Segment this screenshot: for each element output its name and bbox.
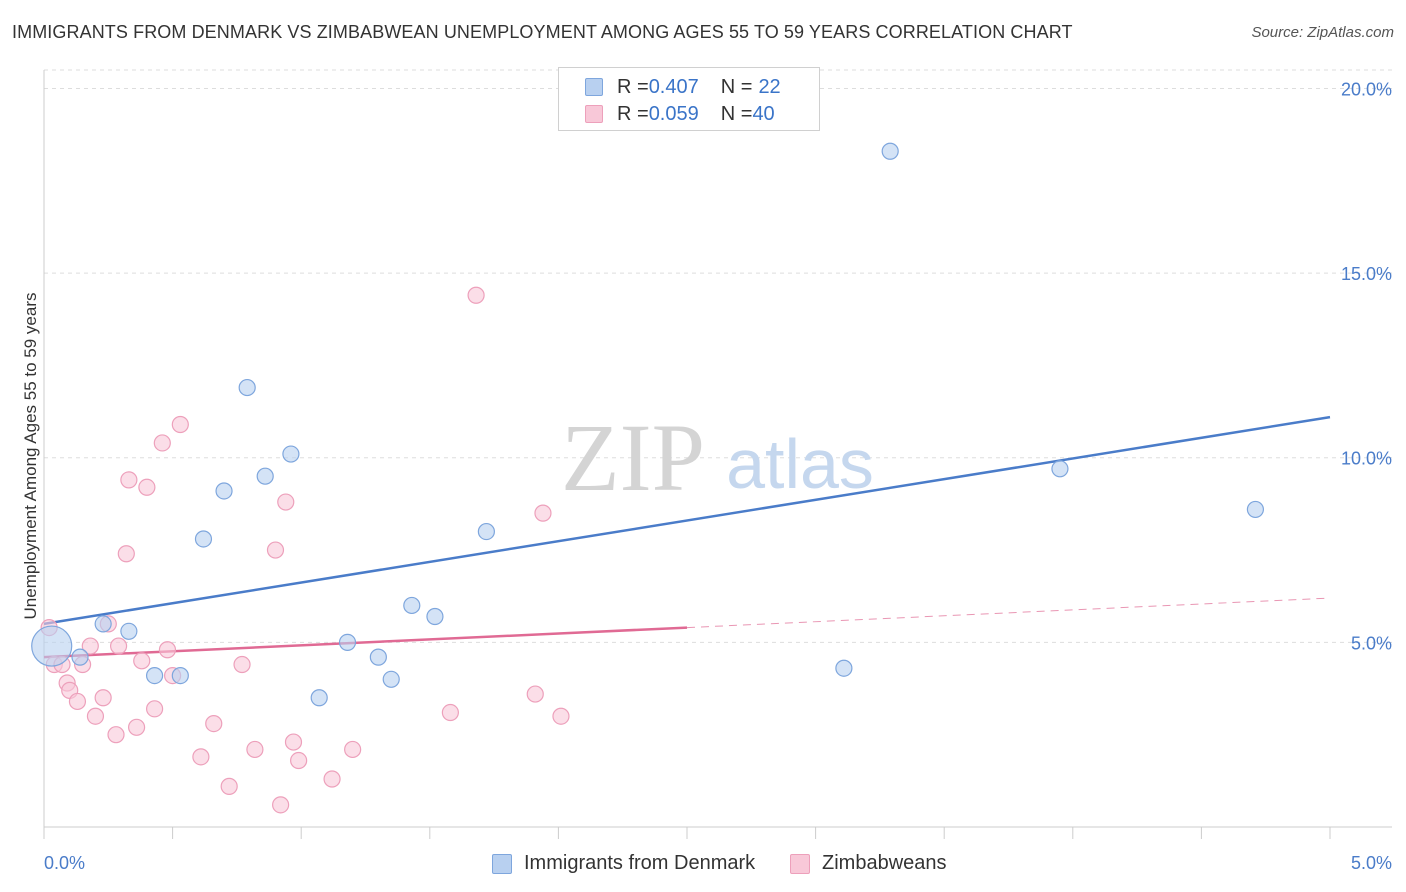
data-point-denmark [215, 482, 233, 500]
data-point-denmark [238, 378, 256, 397]
data-point-zimbabwe [220, 777, 238, 795]
data-point-zimbabwe [246, 740, 264, 759]
data-point-denmark [338, 633, 357, 651]
data-point-zimbabwe [441, 703, 459, 722]
bottom-legend-label-denmark: Immigrants from Denmark [524, 852, 756, 874]
data-point-denmark [120, 622, 138, 640]
data-point-denmark [256, 467, 274, 485]
data-point-zimbabwe [145, 700, 164, 718]
data-point-zimbabwe [107, 726, 125, 744]
data-point-denmark [403, 596, 421, 615]
data-point-zimbabwe [323, 770, 341, 788]
trend-line-0 [43, 415, 1331, 626]
data-point-zimbabwe [127, 718, 146, 736]
chart-title: IMMIGRANTS FROM DENMARK VS ZIMBABWEAN UN… [12, 22, 1073, 42]
watermark-zip: ZIP [561, 404, 705, 511]
data-point-zimbabwe [344, 740, 362, 759]
legend-r-label: R = [617, 75, 649, 98]
data-point-zimbabwe [86, 707, 105, 725]
grid-lines [44, 69, 1392, 643]
trend-lines [43, 415, 1331, 659]
data-point-zimbabwe [153, 434, 171, 452]
data-point-zimbabwe [68, 692, 87, 711]
data-point-denmark [1051, 460, 1069, 478]
watermark: ZIP atlas [561, 404, 874, 511]
bottom-legend-label-zimbabwe: Zimbabweans [822, 852, 947, 874]
legend-row-denmark: R = 0.407 N = 22 [585, 75, 781, 99]
watermark-atlas: atlas [726, 425, 874, 503]
bottom-legend-zimbabwe: Zimbabweans [790, 852, 947, 875]
x-tick-label: 5.0% [1351, 853, 1392, 873]
data-point-denmark [477, 522, 495, 541]
data-point-zimbabwe [109, 637, 128, 655]
legend-swatch-denmark [585, 78, 603, 96]
data-point-zimbabwe [81, 637, 99, 655]
data-point-zimbabwe [133, 652, 151, 670]
tick-labels: 5.0% 10.0% 15.0% 20.0% 0.0% 5.0% [44, 79, 1392, 873]
source-label: Source: ZipAtlas.com [1251, 24, 1394, 41]
legend-r-label: R = [617, 102, 649, 125]
data-point-zimbabwe [266, 541, 285, 559]
data-point-denmark [194, 530, 213, 548]
y-axis-label: Unemployment Among Ages 55 to 59 years [21, 293, 40, 620]
data-point-zimbabwe [284, 733, 303, 751]
bottom-legend-swatch-zimbabwe [790, 853, 810, 874]
data-point-denmark [94, 615, 112, 633]
legend-n-label: N = [720, 102, 753, 125]
data-point-denmark [881, 142, 899, 160]
data-point-zimbabwe [467, 286, 485, 304]
legend-n-value: 40 [752, 102, 775, 125]
data-point-denmark [282, 445, 300, 463]
data-point-zimbabwe [290, 751, 308, 770]
legend-r-value: 0.407 [648, 75, 699, 98]
data-point-denmark [382, 670, 400, 688]
data-point-denmark [310, 689, 328, 707]
bottom-legend-denmark: Immigrants from Denmark [492, 852, 755, 875]
data-point-denmark [71, 648, 89, 666]
data-point-zimbabwe [277, 493, 295, 511]
legend-r-value: 0.059 [648, 102, 699, 125]
data-point-zimbabwe [272, 796, 290, 814]
data-point-zimbabwe [158, 641, 177, 659]
data-point-denmark [835, 659, 853, 677]
data-point-denmark [426, 607, 444, 626]
legend-n-value: 22 [758, 75, 781, 98]
trend-line-solid-1 [43, 626, 688, 659]
y-tick-label: 15.0% [1341, 264, 1392, 284]
data-point-zimbabwe [192, 748, 210, 766]
data-point-denmark [31, 625, 73, 667]
legend-n-label: N = [720, 75, 753, 98]
axes [43, 70, 1392, 839]
data-points [31, 142, 1265, 814]
data-point-zimbabwe [138, 478, 156, 496]
data-point-zimbabwe [117, 545, 135, 563]
data-point-zimbabwe [233, 655, 251, 674]
y-tick-label: 5.0% [1351, 633, 1392, 653]
x-tick-label: 0.0% [44, 853, 85, 873]
data-point-zimbabwe [534, 504, 552, 522]
legend: R = 0.407 N = 22 R = 0.059 N = 40 [558, 67, 820, 131]
y-tick-label: 20.0% [1341, 79, 1392, 99]
data-point-zimbabwe [526, 685, 544, 703]
data-point-zimbabwe [171, 415, 189, 434]
data-point-denmark [369, 648, 387, 666]
data-point-zimbabwe [205, 715, 223, 733]
data-point-denmark [171, 666, 189, 685]
legend-swatch-zimbabwe [585, 105, 603, 123]
y-tick-label: 10.0% [1341, 449, 1392, 469]
trend-line-dashed-1 [686, 597, 1331, 629]
data-point-denmark [1246, 500, 1265, 519]
legend-row-zimbabwe: R = 0.059 N = 40 [585, 102, 775, 126]
data-point-zimbabwe [94, 689, 112, 707]
data-point-zimbabwe [120, 471, 138, 489]
bottom-legend-swatch-denmark [492, 853, 512, 874]
data-point-denmark [145, 666, 164, 685]
data-point-zimbabwe [552, 707, 570, 725]
